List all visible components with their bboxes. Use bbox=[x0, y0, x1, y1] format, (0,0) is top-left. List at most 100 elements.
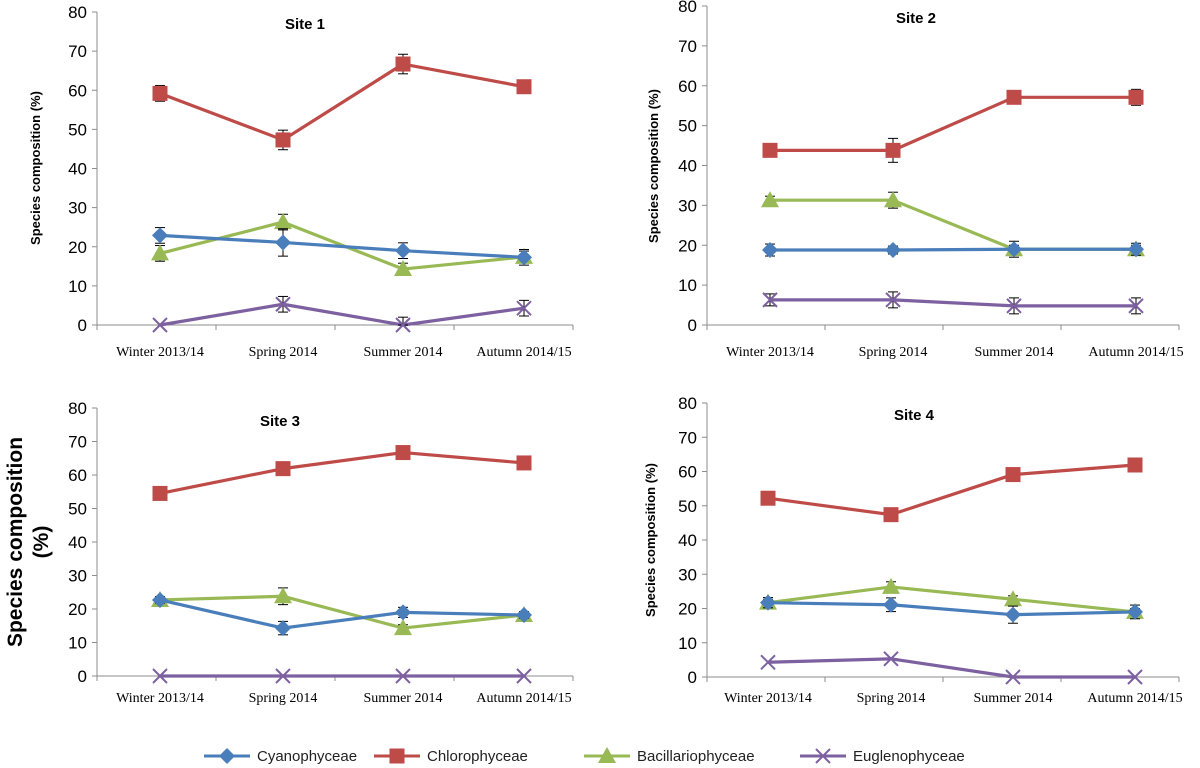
x-tick-label: Winter 2013/14 bbox=[116, 691, 204, 706]
data-point bbox=[395, 56, 411, 72]
y-axis-label: Species composition (%) bbox=[28, 91, 43, 245]
x-tick-label: Winter 2013/14 bbox=[724, 691, 812, 706]
data-point bbox=[151, 244, 169, 261]
data-point bbox=[762, 242, 778, 259]
legend-label: Cyanophyceae bbox=[257, 748, 357, 765]
data-point bbox=[516, 249, 532, 266]
data-point bbox=[1127, 457, 1143, 473]
y-tick-label: 30 bbox=[678, 565, 697, 584]
series-line bbox=[770, 95, 1136, 152]
legend: Cyanophyceae Chlorophyceae Bacillariophyce… bbox=[204, 747, 965, 765]
data-point bbox=[275, 132, 291, 148]
series-line bbox=[159, 302, 525, 327]
series-bacillariophyceae bbox=[151, 213, 533, 277]
legend-label: Euglenophyceae bbox=[853, 748, 965, 765]
data-point bbox=[152, 591, 168, 608]
x-tick-label: Summer 2014 bbox=[974, 691, 1053, 706]
legend-marker bbox=[815, 748, 831, 764]
series-line bbox=[767, 463, 1136, 517]
series-euglenophyceae bbox=[762, 291, 1144, 315]
legend-item-bacillariophyceae: Bacillariophyceae bbox=[584, 747, 755, 765]
y-tick-label: 10 bbox=[678, 634, 697, 653]
y-tick-label: 70 bbox=[68, 42, 87, 61]
legend-label: Bacillariophyceae bbox=[637, 748, 755, 765]
series-cyanophyceae bbox=[152, 591, 532, 637]
data-point bbox=[395, 668, 411, 684]
data-point bbox=[761, 191, 779, 208]
data-point bbox=[394, 619, 412, 636]
y-tick-label: 30 bbox=[68, 199, 87, 218]
x-tick-label: Autumn 2014/15 bbox=[476, 345, 571, 360]
y-tick-label: 20 bbox=[678, 600, 697, 619]
y-tick-label: 70 bbox=[678, 428, 697, 447]
legend-item-chlorophyceae: Chlorophyceae bbox=[374, 748, 528, 765]
y-axis-label: Species composition (%) bbox=[646, 89, 661, 243]
y-tick-label: 20 bbox=[68, 238, 87, 257]
y-tick-label: 80 bbox=[68, 399, 87, 418]
data-point bbox=[516, 79, 532, 95]
y-tick-label: 20 bbox=[678, 236, 697, 255]
data-point bbox=[1006, 241, 1022, 258]
series-bacillariophyceae bbox=[761, 191, 1145, 257]
series-euglenophyceae bbox=[152, 668, 532, 684]
x-tick-label: Winter 2013/14 bbox=[116, 345, 204, 360]
data-point bbox=[274, 587, 292, 604]
data-point bbox=[516, 455, 532, 471]
series-line bbox=[767, 585, 1136, 614]
data-point bbox=[1006, 298, 1022, 314]
x-tick-label: Spring 2014 bbox=[857, 691, 926, 706]
y-tick-label: 50 bbox=[678, 497, 697, 516]
data-point bbox=[883, 507, 899, 523]
data-point bbox=[275, 668, 291, 684]
data-point bbox=[152, 668, 168, 684]
data-point bbox=[274, 213, 292, 230]
data-point bbox=[152, 85, 168, 101]
data-point bbox=[395, 604, 411, 621]
y-tick-label: 50 bbox=[68, 120, 87, 139]
chart-panel-site-2: 0 10 20 30 40 50 60 70 80 Winter 2013/14 Spring 20… bbox=[646, 0, 1184, 360]
series-line bbox=[770, 247, 1136, 252]
series-cyanophyceae bbox=[760, 594, 1143, 624]
data-point bbox=[762, 292, 778, 308]
y-axis-label: Species composition (%) bbox=[4, 437, 53, 647]
data-point bbox=[1128, 89, 1144, 105]
x-tick-label: Spring 2014 bbox=[249, 345, 318, 360]
y-axis-label: Species composition (%) bbox=[643, 463, 658, 617]
y-tick-label: 10 bbox=[678, 276, 697, 295]
y-axis-label-line: Species composition bbox=[4, 437, 27, 647]
y-tick-label: 60 bbox=[68, 81, 87, 100]
data-point bbox=[883, 596, 899, 613]
data-point bbox=[762, 142, 778, 158]
chart-title: Site 4 bbox=[894, 407, 935, 424]
series-cyanophyceae bbox=[152, 227, 532, 266]
series-line bbox=[159, 598, 525, 630]
data-point bbox=[152, 485, 168, 501]
data-point bbox=[1128, 241, 1144, 258]
x-tick-label: Summer 2014 bbox=[975, 345, 1054, 360]
y-tick-label: 10 bbox=[68, 634, 87, 653]
series-line bbox=[770, 298, 1136, 308]
data-point bbox=[516, 668, 532, 684]
data-point bbox=[1006, 89, 1022, 105]
series-chlorophyceae bbox=[152, 445, 532, 501]
chart-panel-site-1: 0 10 20 30 40 50 60 70 80 Winter 2013/14 Spring 20… bbox=[28, 3, 574, 360]
y-tick-label: 50 bbox=[68, 500, 87, 519]
data-point bbox=[1005, 467, 1021, 483]
y-tick-label: 10 bbox=[68, 277, 87, 296]
chart-title: Site 1 bbox=[285, 16, 325, 33]
data-point bbox=[1005, 669, 1021, 685]
data-point bbox=[152, 317, 168, 333]
y-tick-label: 0 bbox=[688, 316, 697, 335]
y-axis-label-line: (%) bbox=[30, 526, 53, 559]
data-point bbox=[882, 577, 900, 594]
chart-panel-site-3: 0 10 20 30 40 50 60 70 80 Winter 2013/14 Spring 20… bbox=[4, 399, 574, 706]
data-point bbox=[760, 654, 776, 670]
data-point bbox=[760, 594, 776, 611]
legend-marker bbox=[598, 747, 616, 763]
x-tick-label: Winter 2013/14 bbox=[726, 345, 814, 360]
legend-label: Chlorophyceae bbox=[427, 748, 528, 765]
series-line bbox=[159, 594, 525, 630]
legend-marker bbox=[389, 748, 405, 764]
y-tick-label: 70 bbox=[678, 37, 697, 56]
